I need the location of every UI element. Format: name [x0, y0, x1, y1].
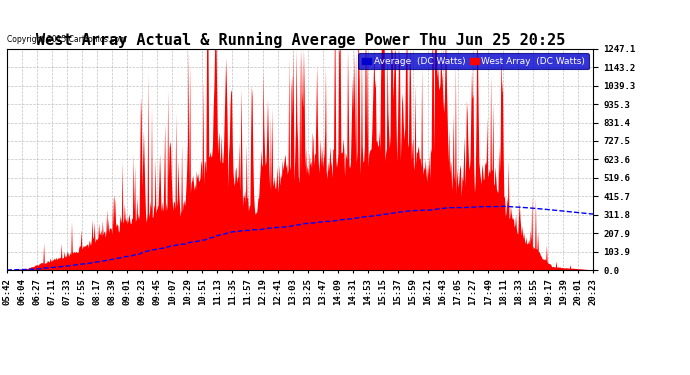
Text: Copyright 2015 Cartronics.com: Copyright 2015 Cartronics.com [7, 35, 126, 44]
Legend: Average  (DC Watts), West Array  (DC Watts): Average (DC Watts), West Array (DC Watts… [358, 53, 589, 69]
Title: West Array Actual & Running Average Power Thu Jun 25 20:25: West Array Actual & Running Average Powe… [35, 32, 565, 48]
